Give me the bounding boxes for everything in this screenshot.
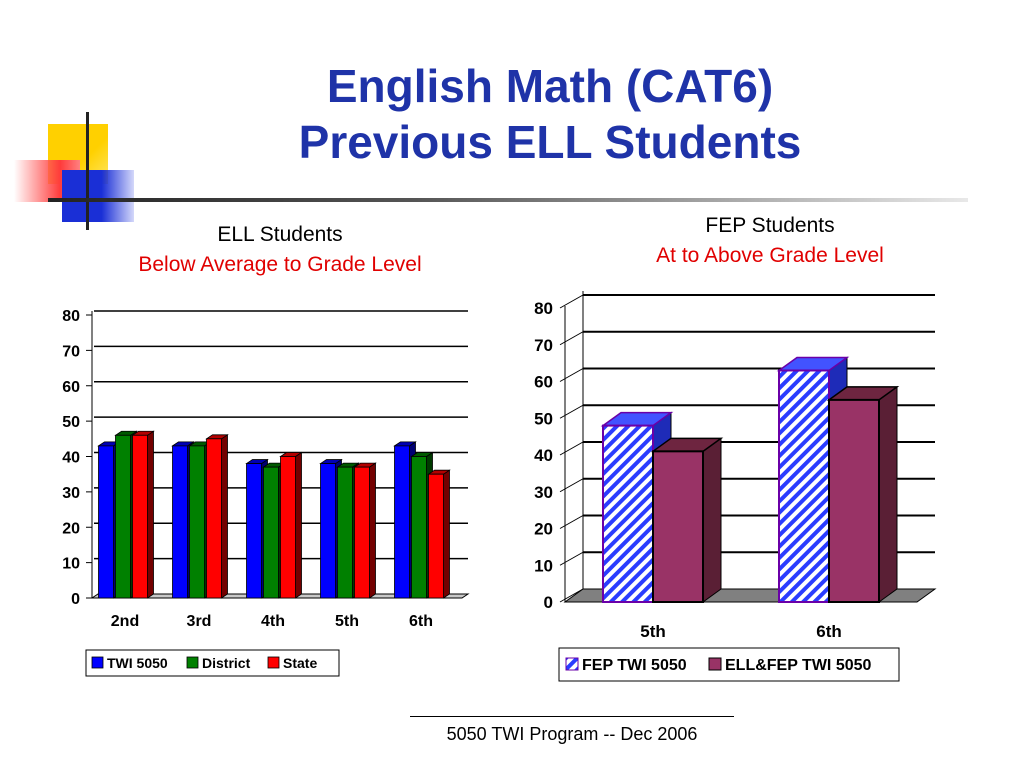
x-category-label: 4th	[261, 613, 285, 630]
left-panel-subtitle: Below Average to Grade Level	[138, 253, 422, 276]
y-tick-label: 60	[534, 373, 553, 392]
bar-twi-5050-6th	[394, 445, 410, 599]
bar-side	[878, 385, 898, 603]
bar-side	[221, 434, 228, 599]
bar-state-2nd	[132, 434, 148, 599]
bar-fep-twi-5050-5th	[602, 424, 654, 603]
y-tick-label: 10	[534, 556, 553, 575]
left-panel-title: ELL Students	[217, 223, 343, 246]
y-tick-label: 60	[62, 379, 80, 396]
right-panel-subtitle: At to Above Grade Level	[656, 244, 884, 267]
footer-rule	[410, 716, 734, 717]
legend-swatch	[91, 656, 104, 669]
bar-district-5th	[337, 466, 353, 599]
ell-students-chart: 0 10 20 30 40 50 60 70 80 2nd 3rd 4th 5th 6th TWI 5050…	[62, 308, 470, 677]
slide-footer: 5050 TWI Program -- Dec 2006	[446, 724, 698, 744]
y-tick-label: 50	[534, 409, 553, 428]
bar-side	[702, 437, 722, 603]
y-tick-label: 20	[62, 520, 80, 537]
legend-swatch	[565, 657, 579, 671]
legend-label: FEP TWI 5050	[582, 657, 687, 674]
y-tick-label: 70	[62, 343, 80, 360]
title-line-2: Previous ELL Students	[298, 116, 802, 168]
bar-ell-fep-twi-5050-5th	[652, 450, 704, 603]
deco-blue-square	[62, 170, 134, 222]
y-tick-mark	[559, 478, 584, 493]
y-tick-label: 40	[62, 450, 80, 467]
bar-state-3rd	[206, 438, 222, 599]
legend: FEP TWI 5050 ELL&FEP TWI 5050	[558, 647, 900, 682]
x-category-label: 3rd	[187, 613, 212, 630]
bar-state-6th	[428, 473, 444, 599]
bar-twi-5050-3rd	[172, 445, 188, 599]
legend-label: ELL&FEP TWI 5050	[725, 657, 872, 674]
title-line-1: English Math (CAT6)	[326, 60, 774, 112]
legend-label: TWI 5050	[107, 655, 168, 671]
deco-horizontal-rule	[48, 198, 968, 202]
legend-box	[558, 647, 900, 682]
y-tick-mark	[559, 294, 584, 309]
x-category-label: 5th	[640, 622, 666, 641]
bar-ell-fep-twi-5050-6th	[828, 398, 880, 603]
bar-side	[147, 430, 154, 599]
bar-side	[443, 469, 450, 599]
right-panel-title: FEP Students	[705, 214, 835, 237]
bar-twi-5050-2nd	[98, 445, 114, 599]
bar-state-5th	[354, 466, 370, 599]
legend-swatch	[267, 656, 280, 669]
y-tick-label: 0	[544, 593, 553, 612]
x-category-label: 6th	[816, 622, 842, 641]
bar-side	[295, 451, 302, 599]
y-tick-label: 10	[62, 556, 80, 573]
fep-students-chart: 0 10 20 30 40 50 60 70 80 5th 6th FEP TWI 5050 ELL&F…	[534, 291, 937, 682]
y-tick-label: 50	[62, 414, 80, 431]
bar-twi-5050-4th	[246, 463, 262, 599]
y-tick-mark	[559, 368, 584, 382]
y-tick-label: 30	[534, 483, 553, 502]
bar-side	[369, 462, 376, 599]
legend-swatch	[186, 656, 199, 669]
right-panel-heading: FEP Students At to Above Grade Level	[570, 211, 970, 271]
bar-district-6th	[411, 456, 427, 599]
y-tick-mark	[559, 331, 584, 346]
bar-twi-5050-5th	[320, 463, 336, 599]
legend-label: District	[202, 655, 251, 671]
x-category-label: 5th	[335, 613, 359, 630]
slide-title: English Math (CAT6) Previous ELL Student…	[150, 58, 950, 170]
bar-district-3rd	[189, 445, 205, 599]
y-tick-mark	[559, 551, 584, 566]
left-panel-heading: ELL Students Below Average to Grade Leve…	[80, 220, 480, 280]
y-tick-label: 20	[534, 520, 553, 539]
y-tick-mark	[559, 515, 584, 529]
legend-label: State	[283, 655, 317, 671]
legend-swatch	[708, 657, 722, 671]
deco-vertical-line	[86, 112, 89, 230]
x-category-label: 2nd	[111, 613, 139, 630]
y-tick-mark	[559, 404, 584, 419]
y-tick-label: 30	[62, 485, 80, 502]
y-tick-label: 80	[534, 299, 553, 318]
y-tick-label: 70	[534, 336, 553, 355]
y-tick-label: 40	[534, 446, 553, 465]
bar-district-4th	[263, 466, 279, 599]
x-category-label: 6th	[409, 613, 433, 630]
legend-box	[85, 649, 340, 677]
bar-fep-twi-5050-6th	[778, 369, 830, 603]
bar-state-4th	[280, 456, 296, 599]
legend: TWI 5050 District State	[85, 649, 340, 677]
y-tick-mark	[559, 441, 584, 456]
y-tick-label: 0	[71, 591, 80, 608]
y-tick-label: 80	[62, 308, 80, 325]
bar-district-2nd	[115, 434, 131, 599]
